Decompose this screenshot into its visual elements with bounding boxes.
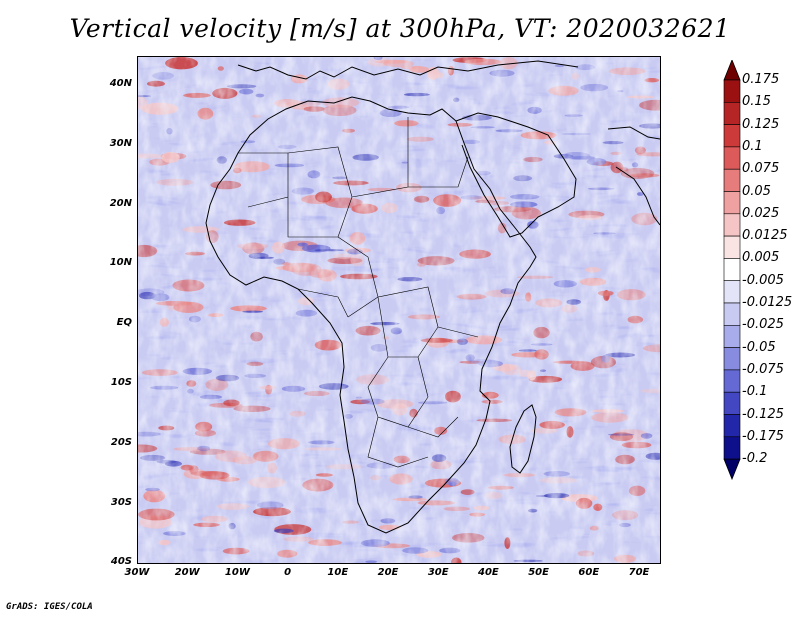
colorbar-max-arrow — [723, 60, 741, 81]
lon-tick-label: 30E — [427, 567, 449, 578]
colorbar-tick-label: -0.0125 — [742, 295, 793, 310]
lon-tick-label: 10E — [327, 567, 349, 578]
colorbar-segment — [723, 369, 741, 393]
colorbar-segment — [723, 191, 741, 215]
colorbar-tick-label: 0.125 — [742, 116, 780, 132]
lat-tick-label: EQ — [116, 317, 132, 329]
lon-tick-label: 40E — [478, 567, 499, 578]
madagascar-coastline — [509, 404, 537, 474]
colorbar-tick-label: 0.15 — [742, 94, 771, 110]
colorbar-tick-label: 0.1 — [742, 138, 763, 154]
vertical-velocity-field — [138, 57, 660, 563]
colorbar-segment — [723, 124, 741, 148]
lon-tick-label: 0 — [284, 567, 292, 578]
colorbar-segment — [723, 235, 741, 259]
colorbar-segment — [723, 324, 741, 348]
europe-coastline — [237, 60, 579, 80]
colorbar-tick-label: -0.075 — [742, 361, 784, 377]
lat-tick-label: 10N — [109, 257, 132, 269]
colorbar-segment — [723, 79, 741, 103]
lon-tick-label: 50E — [528, 567, 549, 578]
chart-title: Vertical velocity [m/s] at 300hPa, VT: 2… — [69, 14, 731, 43]
colorbar-tick-label: 0.0125 — [742, 228, 788, 244]
colorbar-segment — [723, 101, 741, 125]
lon-tick-label: 60E — [578, 567, 600, 578]
colorbar-tick-label: -0.175 — [742, 428, 784, 444]
colorbar-min-arrow — [723, 458, 741, 481]
coastlines — [205, 60, 660, 534]
colorbar-segment — [723, 391, 741, 415]
colorbar-segment — [723, 302, 741, 326]
colorbar — [723, 60, 741, 481]
colorbar-tick-label: -0.1 — [742, 384, 768, 400]
colorbar-tick-label: -0.125 — [742, 406, 784, 422]
colorbar-segment — [723, 213, 741, 237]
arabia-coastline — [455, 112, 577, 238]
lat-tick-label: 30S — [110, 496, 132, 508]
grads-credit: GrADS: IGES/COLA — [6, 602, 93, 612]
map-panel — [137, 56, 661, 564]
colorbar-segment — [723, 414, 741, 438]
colorbar-tick-label: 0.05 — [742, 183, 771, 199]
colorbar-segment — [723, 280, 741, 304]
colorbar-tick-label: 0.005 — [742, 250, 780, 266]
colorbar-segment — [723, 436, 741, 460]
colorbar-tick-label: -0.005 — [742, 272, 784, 288]
lat-tick-label: 40S — [110, 556, 132, 568]
lat-tick-label: 30N — [109, 137, 132, 149]
colorbar-segment — [723, 347, 741, 371]
colorbar-segment — [723, 146, 741, 170]
colorbar-tick-label: 0.175 — [742, 72, 780, 87]
india-coastline — [607, 126, 660, 226]
lat-tick-label: 20S — [110, 436, 132, 448]
africa-coastline — [205, 96, 537, 534]
lon-tick-label: 20W — [174, 567, 200, 578]
colorbar-segment — [723, 168, 741, 192]
lat-tick-label: 10S — [110, 377, 132, 388]
lon-tick-label: 30W — [124, 567, 150, 578]
colorbar-tick-label: -0.2 — [742, 451, 768, 467]
country-borders — [238, 117, 479, 468]
lon-tick-label: 70E — [628, 567, 650, 578]
colorbar-tick-label: -0.05 — [742, 339, 776, 355]
colorbar-tick-label: 0.075 — [742, 161, 780, 177]
colorbar-tick-label: -0.025 — [742, 317, 784, 333]
lat-tick-label: 40N — [109, 78, 132, 89]
lat-tick-label: 20N — [109, 197, 132, 209]
lon-tick-label: 20E — [377, 567, 399, 578]
lon-tick-label: 10W — [224, 567, 250, 578]
colorbar-tick-label: 0.025 — [742, 205, 780, 221]
colorbar-segment — [723, 258, 741, 281]
